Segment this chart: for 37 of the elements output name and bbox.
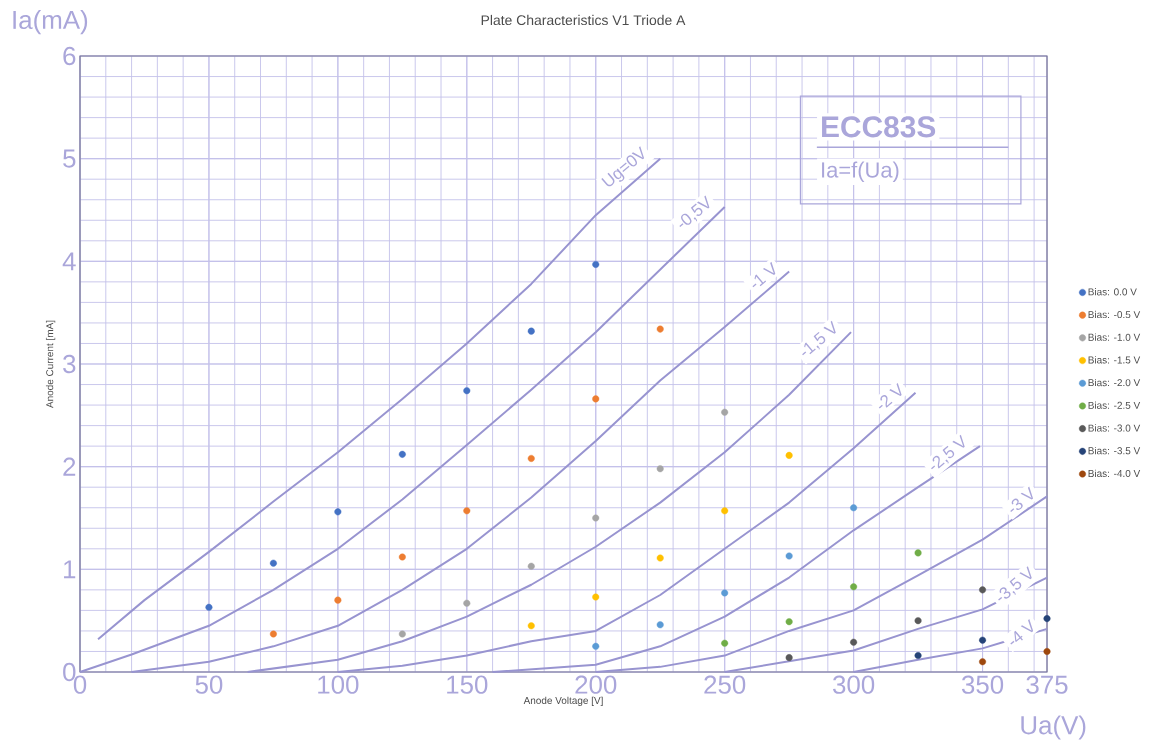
x-tick-label: 200 — [575, 675, 617, 694]
y-axis-title: Anode Current [mA] — [45, 320, 56, 409]
text: -2,5 V — [931, 434, 965, 470]
x-axis-title: Anode Voltage [V] — [523, 696, 603, 706]
x-tick-label: 350 — [961, 675, 1004, 694]
x-tick-label: 250 — [704, 675, 746, 694]
x-tick-label: 100 — [318, 675, 359, 694]
y-tick-label: 5 — [63, 149, 76, 168]
legend-label: Bias: -0.5 V — [1088, 310, 1141, 319]
text: -1 V — [752, 261, 776, 288]
y-tick-label: 1 — [64, 560, 76, 579]
text: -2 V — [878, 382, 902, 409]
y-tick-label: 2 — [63, 457, 76, 476]
y-tick-label: 4 — [62, 252, 76, 271]
legend-label: Bias: -1.5 V — [1088, 356, 1141, 364]
x-tick-label: 50 — [195, 675, 223, 694]
annotation: Ia=f(Ua) — [822, 161, 899, 183]
legend-label: Bias: -2.5 V — [1088, 401, 1141, 409]
legend-label: Bias: -4.0 V — [1088, 469, 1141, 477]
legend-label: Bias: -1.0 V — [1088, 333, 1141, 341]
text: Ua(V) — [1021, 715, 1086, 740]
legend-label: Bias: 0.0 V — [1088, 288, 1137, 296]
annotation: ECC83S — [822, 116, 936, 138]
legend-label: Bias: -3.0 V — [1088, 424, 1141, 432]
x-tick-label: 375 — [1026, 675, 1068, 694]
legend-label: Bias: -3.5 V — [1088, 446, 1141, 455]
chart-title: Plate Characteristics V1 Triode A — [481, 14, 686, 26]
legend-label: Bias: -2.0 V — [1088, 378, 1141, 387]
y-tick-label: 6 — [63, 46, 76, 66]
text: Ia(mA) — [13, 10, 88, 35]
text: -1,5 V — [802, 320, 836, 356]
x-tick-label: 300 — [832, 675, 875, 694]
text: -3 V — [1010, 486, 1034, 512]
x-tick-label: 150 — [447, 675, 488, 694]
text: -3,5 V — [998, 566, 1032, 601]
y-tick-label: 3 — [63, 354, 76, 374]
text: -4 V — [1010, 619, 1034, 645]
